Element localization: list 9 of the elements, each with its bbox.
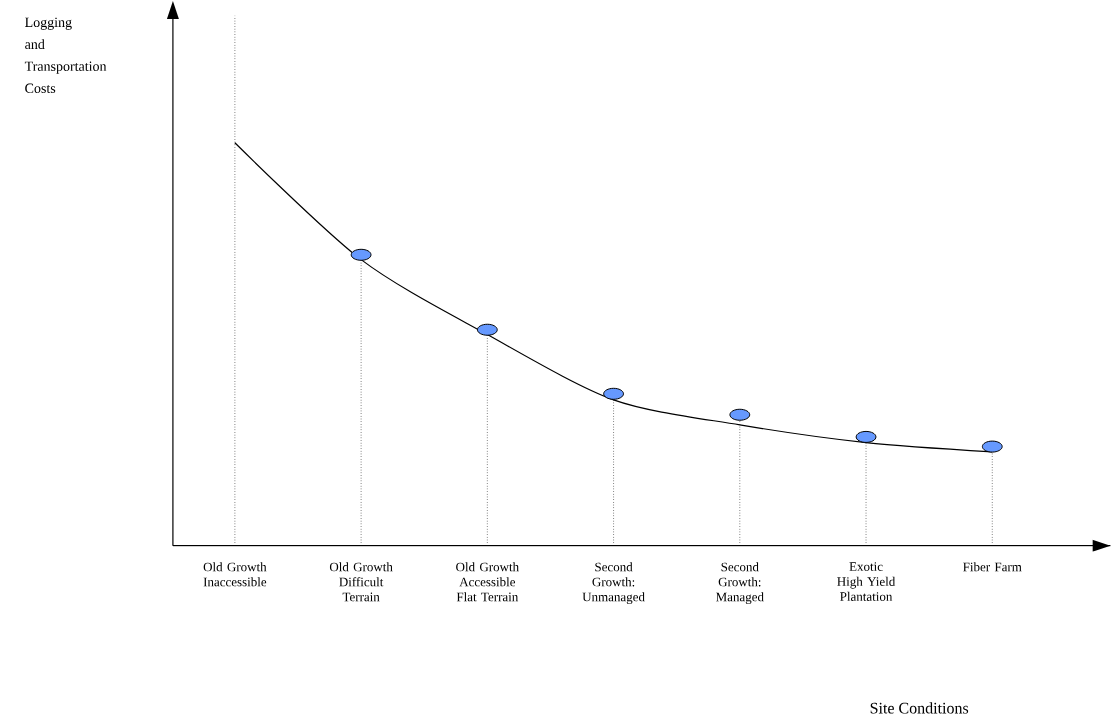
x-tick-label: Fiber Farm <box>963 562 1022 572</box>
x-tick-label: Old Growth Accessible Flat Terrain <box>456 562 519 602</box>
x-tick-label: Old Growth Difficult Terrain <box>329 562 393 602</box>
x-tick-label: Second Growth: Managed <box>716 562 764 605</box>
x-tick-label: Old Growth Inaccessible <box>203 562 267 587</box>
x-tick-label: Exotic High Yield Plantation <box>837 562 896 602</box>
x-tick-label: Second Growth: Unmanaged <box>582 562 645 605</box>
text: Logging and Transportation Costs <box>24 17 107 94</box>
text: Site Conditions <box>870 702 969 714</box>
